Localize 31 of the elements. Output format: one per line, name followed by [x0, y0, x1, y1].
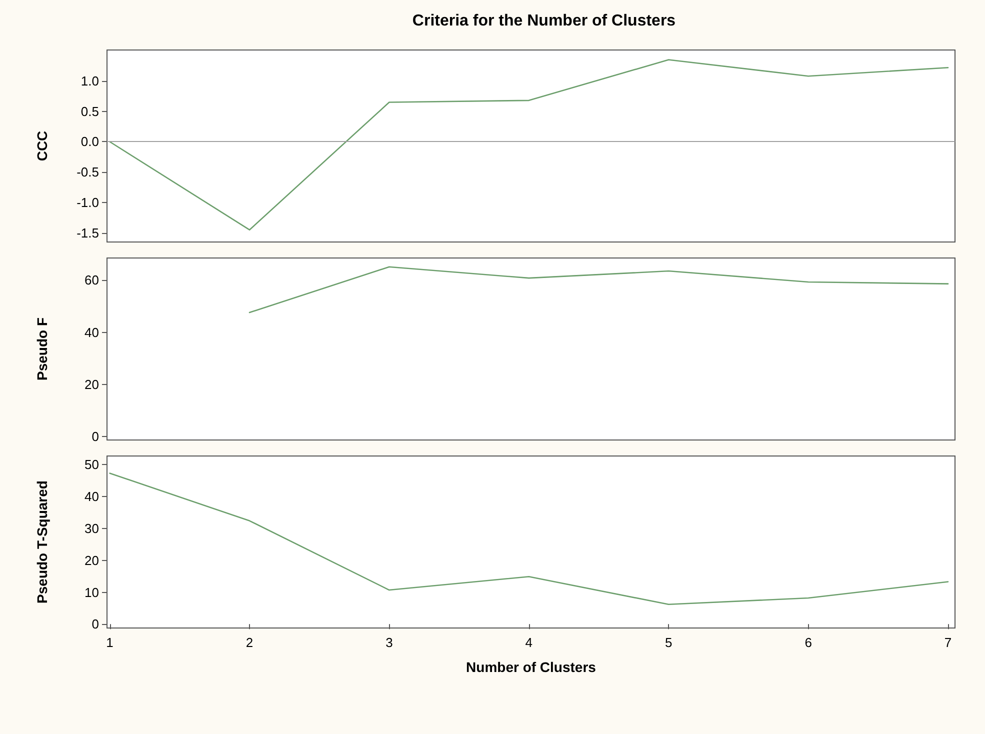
x-tick-label: 6: [804, 635, 812, 650]
y-tick-label: -1.5: [76, 225, 99, 240]
y-tick-label: 20: [84, 552, 99, 568]
y-axis-title: CCC: [34, 130, 50, 162]
y-tick-label: 0.5: [80, 104, 99, 119]
y-tick-label: 40: [84, 489, 99, 504]
y-tick-label: 50: [84, 457, 99, 472]
x-tick-label: 7: [944, 635, 952, 650]
y-tick-label: -0.5: [76, 164, 99, 180]
x-tick-label: 3: [386, 635, 393, 650]
x-axis-title: Number of Clusters: [466, 659, 596, 675]
y-axis-title: Pseudo F: [34, 317, 50, 381]
x-tick-label: 2: [246, 635, 254, 650]
y-tick-label: 0: [92, 429, 99, 444]
line-series: [109, 472, 949, 606]
y-tick-label: 0.0: [80, 134, 99, 150]
y-tick-label: 30: [84, 520, 99, 536]
y-tick-label: 20: [84, 376, 99, 392]
y-tick-label: 1.0: [80, 73, 99, 88]
y-tick-label: 40: [84, 324, 99, 340]
y-tick-label: -1.0: [76, 195, 99, 210]
y-axis-title: Pseudo T-Squared: [34, 480, 50, 604]
y-tick-label: 0: [92, 616, 99, 632]
line-series: [109, 59, 949, 230]
line-series: [248, 266, 949, 314]
y-tick-label: 10: [84, 584, 99, 600]
x-tick-label: 4: [525, 635, 533, 650]
y-tick-label: 60: [84, 272, 99, 288]
chart-title: Criteria for the Number of Clusters: [412, 12, 676, 30]
x-tick-label: 5: [664, 635, 672, 650]
x-tick-label: 1: [106, 635, 114, 650]
